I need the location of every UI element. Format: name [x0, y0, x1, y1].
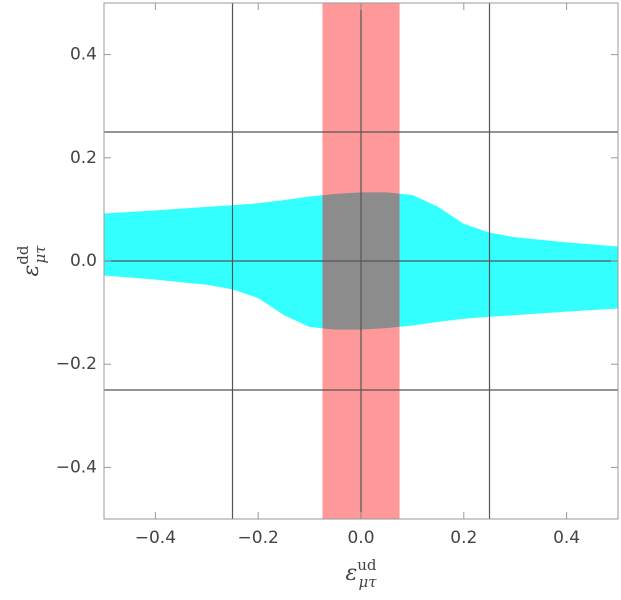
y-tick-label: −0.2 — [56, 354, 97, 374]
x-tick-label: 0.2 — [450, 528, 477, 548]
y-tick-label: −0.4 — [56, 457, 97, 477]
x-tick-label: −0.4 — [135, 528, 176, 548]
x-tick-label: 0.0 — [347, 528, 374, 548]
y-tick-label: 0.2 — [70, 148, 97, 168]
x-axis-title: εud μτ — [345, 556, 377, 591]
x-title-sup: ud — [357, 556, 377, 574]
y-axis-title: εddμτ — [14, 245, 49, 277]
x-tick-label: 0.4 — [553, 528, 580, 548]
y-title-symbol: ε — [19, 265, 44, 277]
x-title-symbol: ε — [345, 561, 357, 586]
plot-area — [104, 3, 618, 519]
y-tick-label: 0.4 — [70, 45, 97, 65]
y-title-sub: μτ — [31, 245, 49, 264]
x-tick-label: −0.2 — [238, 528, 279, 548]
y-tick-label: 0.0 — [70, 251, 97, 271]
y-title-sup: dd — [14, 245, 32, 265]
x-title-sub: μτ — [359, 573, 378, 591]
